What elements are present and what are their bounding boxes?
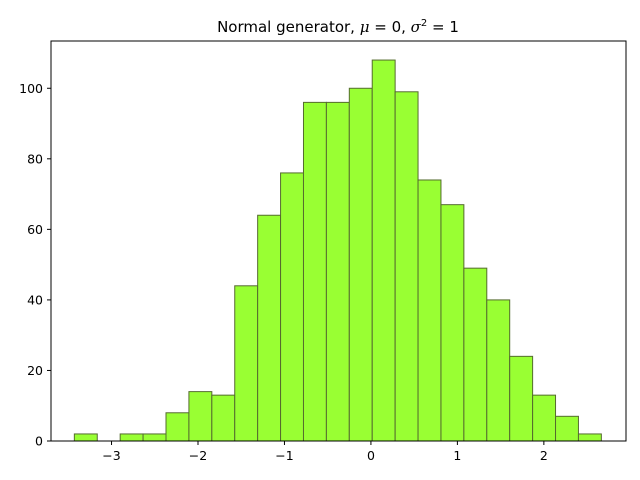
x-tick-label: 2 (540, 448, 548, 463)
y-tick-label: 20 (27, 363, 43, 378)
y-tick-label: 80 (27, 151, 43, 166)
histogram-bar (119, 433, 144, 442)
histogram-bar (577, 433, 602, 442)
x-tick-label: −2 (189, 448, 207, 463)
x-tick-label: 0 (367, 448, 375, 463)
histogram-bars (73, 59, 602, 442)
histogram-bar (257, 214, 282, 442)
histogram-bar (348, 87, 373, 442)
histogram-bar (280, 172, 304, 442)
histogram-bar (394, 91, 419, 442)
histogram-bar (165, 412, 190, 442)
histogram-bar (142, 433, 167, 442)
x-axis: −3 −2 −1 0 1 2 (102, 441, 548, 463)
histogram-bar (73, 433, 98, 442)
histogram-bar (325, 101, 350, 442)
histogram-bar (555, 415, 579, 442)
y-tick-label: 60 (27, 222, 43, 237)
x-tick-label: −1 (275, 448, 293, 463)
y-axis: 0 20 40 60 80 100 (19, 81, 51, 449)
histogram-bar (302, 101, 327, 442)
histogram-bar (211, 394, 236, 442)
y-tick-label: 40 (27, 292, 43, 307)
histogram-bar (463, 267, 488, 442)
x-tick-label: −3 (102, 448, 120, 463)
y-tick-label: 0 (35, 434, 43, 449)
chart-title: Normal generator, μ = 0, σ2 = 1 (217, 18, 459, 36)
x-tick-label: 1 (453, 448, 461, 463)
histogram-bar (440, 204, 465, 442)
histogram-bar (532, 394, 557, 442)
histogram-bar (188, 391, 213, 442)
histogram-bar (234, 285, 259, 442)
y-tick-label: 100 (19, 81, 43, 96)
histogram-bar (417, 179, 442, 442)
histogram-bar (371, 59, 396, 442)
axes-frame (50, 40, 627, 442)
histogram-bar (509, 355, 534, 442)
histogram-bar (486, 299, 511, 442)
